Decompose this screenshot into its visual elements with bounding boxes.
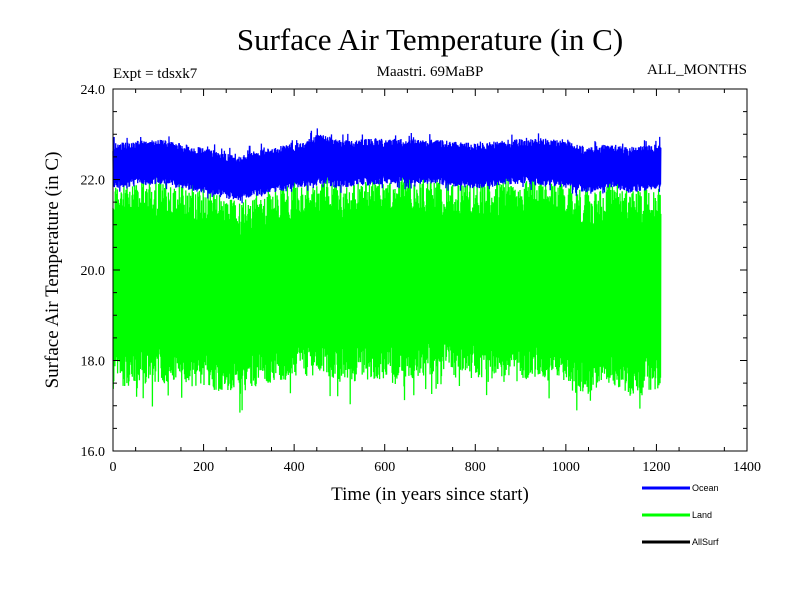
legend-label-ocean: Ocean (692, 483, 719, 493)
series-layer (112, 128, 662, 413)
x-tick-label: 800 (465, 460, 486, 475)
x-tick-label: 1400 (733, 460, 761, 475)
x-tick-label: 1200 (642, 460, 670, 475)
series-line-ocean (112, 128, 662, 204)
chart-title: Surface Air Temperature (in C) (237, 22, 623, 57)
x-tick-label: 600 (374, 460, 395, 475)
experiment-label: Expt = tdsxk7 (113, 66, 198, 82)
series-line-land (112, 152, 662, 413)
legend-label-land: Land (692, 510, 712, 520)
x-axis-label: Time (in years since start) (331, 484, 529, 505)
plot-frame (112, 88, 748, 452)
y-axis-label: Surface Air Temperature (in C) (42, 152, 63, 389)
x-tick-label: 200 (193, 460, 214, 475)
x-tick-label: 0 (110, 460, 117, 475)
y-tick-label: 18.0 (81, 355, 106, 370)
y-tick-label: 22.0 (81, 174, 106, 189)
legend: Ocean Land AllSurf (642, 483, 719, 547)
legend-label-allsurf: AllSurf (692, 537, 719, 547)
y-tick-label: 20.0 (81, 264, 106, 279)
x-tick-label: 400 (284, 460, 305, 475)
y-tick-label: 16.0 (81, 445, 106, 460)
y-tick-label: 24.0 (81, 83, 106, 98)
period-label: Maastri. 69MaBP (377, 64, 484, 80)
months-label: ALL_MONTHS (647, 62, 747, 78)
axis-layer: 0 200 400 600 800 1000 1200 1400 16.0 18.0 20.0 22.… (81, 83, 762, 475)
x-tick-label: 1000 (552, 460, 580, 475)
